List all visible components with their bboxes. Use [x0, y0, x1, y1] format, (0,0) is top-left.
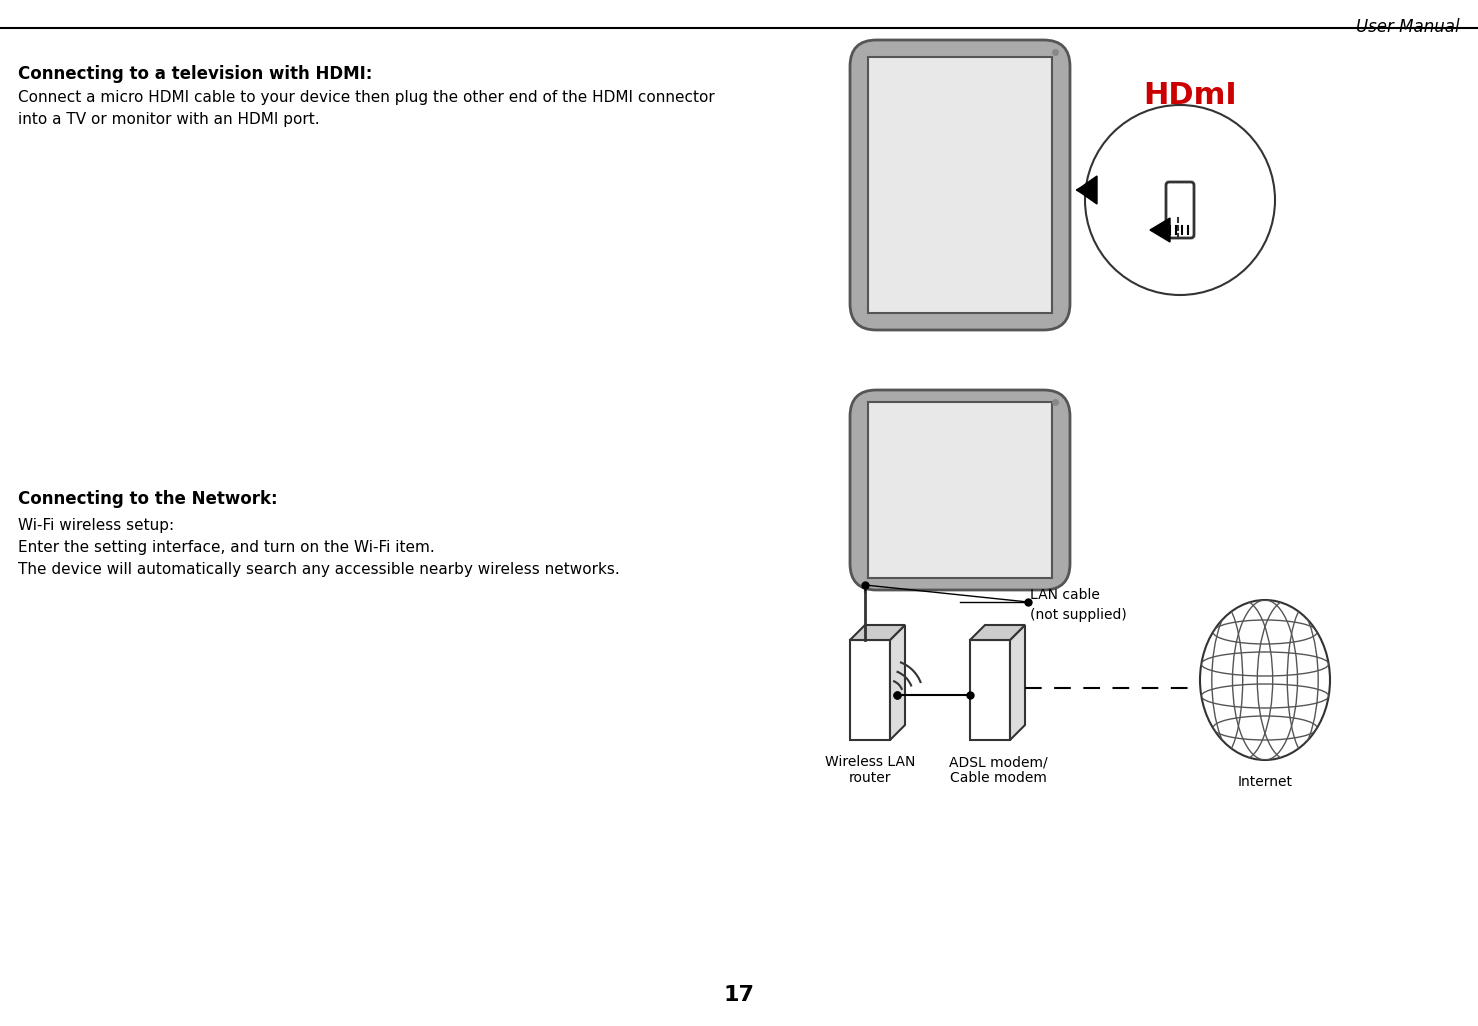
Polygon shape: [1009, 625, 1026, 740]
Polygon shape: [1077, 176, 1097, 204]
Text: Wi-Fi wireless setup:
Enter the setting interface, and turn on the Wi-Fi item.
T: Wi-Fi wireless setup: Enter the setting …: [18, 518, 619, 578]
Text: (not supplied): (not supplied): [1030, 608, 1126, 622]
FancyBboxPatch shape: [850, 40, 1070, 330]
Polygon shape: [970, 625, 1026, 640]
Text: ADSL modem/
Cable modem: ADSL modem/ Cable modem: [949, 755, 1048, 785]
Text: Connect a micro HDMI cable to your device then plug the other end of the HDMI co: Connect a micro HDMI cable to your devic…: [18, 90, 715, 127]
Text: LAN cable: LAN cable: [1030, 588, 1100, 602]
Ellipse shape: [1200, 600, 1330, 760]
Text: User Manual: User Manual: [1357, 18, 1460, 36]
Text: Connecting to a television with HDMI:: Connecting to a television with HDMI:: [18, 65, 372, 83]
Polygon shape: [890, 625, 905, 740]
Text: Internet: Internet: [1237, 775, 1292, 789]
FancyBboxPatch shape: [1166, 182, 1194, 238]
FancyBboxPatch shape: [970, 640, 1009, 740]
Text: HDmI: HDmI: [1142, 80, 1237, 110]
Text: 17: 17: [724, 985, 754, 1005]
FancyBboxPatch shape: [850, 390, 1070, 590]
Polygon shape: [850, 625, 905, 640]
FancyBboxPatch shape: [850, 640, 890, 740]
Circle shape: [1085, 105, 1276, 295]
Polygon shape: [1150, 218, 1171, 242]
FancyBboxPatch shape: [868, 57, 1052, 313]
Text: Connecting to the Network:: Connecting to the Network:: [18, 490, 278, 508]
Text: Wireless LAN
router: Wireless LAN router: [825, 755, 915, 785]
FancyBboxPatch shape: [868, 402, 1052, 578]
